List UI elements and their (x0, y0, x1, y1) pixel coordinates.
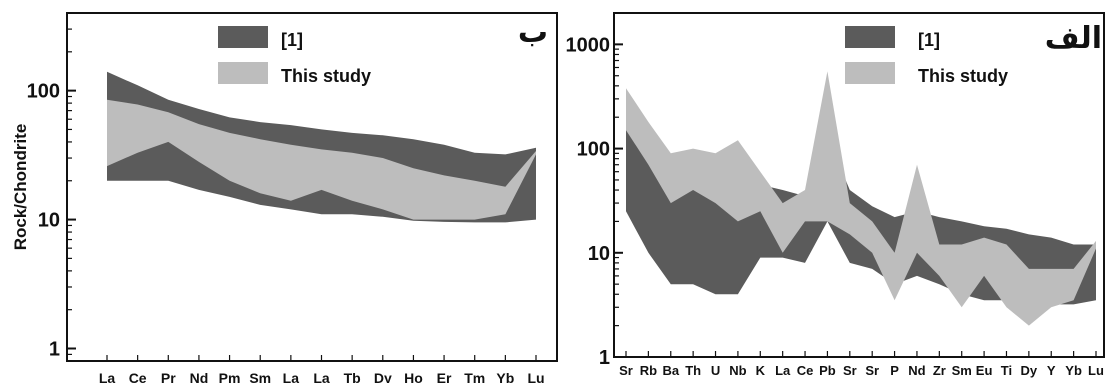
panel-right-spider-chart: 1 10 100 1000 Sr Rb Ba Th U Nb K La Ce Pb Sr Sr P Nd Zr Sm… (566, 12, 1105, 378)
legend-label-study: This study (281, 66, 371, 86)
y-tick-label: 100 (27, 81, 60, 103)
series-band-study (626, 71, 1096, 326)
x-tick-label: Nb (729, 363, 746, 378)
x-tick-label: Lu (527, 370, 544, 383)
x-tick-label: K (756, 363, 766, 378)
plot-frame (66, 12, 558, 362)
x-tick-label: Sm (952, 363, 972, 378)
x-ticks: La Ce Pr Nd Pm Sm La La Tb Dy Ho Er Tm Yb Lu (99, 355, 545, 383)
x-tick-label: Ho (404, 370, 423, 383)
x-tick-label: Tb (344, 370, 361, 383)
x-ticks: Sr Rb Ba Th U Nb K La Ce Pb Sr Sr P Nd Zr Sm Eu Ti Dy Y Yb Lu (619, 351, 1104, 378)
x-tick-label: La (99, 370, 116, 383)
panel-left-ree-chart: 1 10 100 La Ce Pr Nd Pm Sm La La Tb Dy Ho Er Tm Yb Lu Ro… (11, 12, 558, 383)
x-tick-label: Yb (1065, 363, 1082, 378)
x-tick-label: Rb (640, 363, 657, 378)
x-tick-label: Tm (464, 370, 485, 383)
x-tick-label: U (711, 363, 720, 378)
x-tick-label: Sr (865, 363, 879, 378)
legend-label-ref: [1] (281, 30, 303, 50)
x-tick-label: Dy (1021, 363, 1038, 378)
panel-title: ب (518, 15, 548, 50)
x-tick-label: La (313, 370, 330, 383)
x-tick-label: Pb (819, 363, 836, 378)
x-tick-label: Sr (843, 363, 857, 378)
y-tick-label: 1000 (566, 34, 611, 56)
x-tick-label: La (775, 363, 791, 378)
panel-title: الف (1045, 21, 1102, 56)
x-tick-label: Yb (496, 370, 514, 383)
legend-label-ref: [1] (918, 30, 940, 50)
legend-swatch-ref (845, 26, 895, 48)
plot-frame (613, 12, 1105, 358)
x-tick-label: Er (437, 370, 452, 383)
x-tick-label: Ba (662, 363, 679, 378)
x-tick-label: P (890, 363, 899, 378)
x-tick-label: Eu (976, 363, 993, 378)
plot-areas (107, 71, 536, 223)
y-tick-label: 10 (588, 243, 610, 265)
x-tick-label: Th (685, 363, 701, 378)
y-tick-label: 1 (49, 339, 60, 361)
x-tick-label: La (283, 370, 300, 383)
x-tick-label: Lu (1088, 363, 1104, 378)
legend: [1] This study (218, 26, 371, 86)
series-band-study (107, 99, 536, 220)
y-ticks: 1 10 100 (27, 12, 76, 362)
legend-swatch-study (218, 62, 268, 84)
plot-areas (626, 71, 1096, 326)
x-tick-label: Pm (219, 370, 241, 383)
x-tick-label: Pr (161, 370, 176, 383)
x-tick-label: Ce (129, 370, 147, 383)
y-axis-label: Rock/Chondrite (11, 124, 30, 251)
legend-label-study: This study (918, 66, 1008, 86)
legend: [1] This study (845, 26, 1008, 86)
y-tick-label: 100 (577, 139, 610, 161)
x-tick-label: Y (1047, 363, 1056, 378)
legend-swatch-study (845, 62, 895, 84)
legend-swatch-ref (218, 26, 268, 48)
y-tick-label: 1 (599, 347, 610, 369)
y-tick-label: 10 (38, 210, 60, 232)
x-tick-label: Nd (908, 363, 925, 378)
x-tick-label: Zr (933, 363, 946, 378)
x-tick-label: Sr (619, 363, 633, 378)
x-tick-label: Nd (190, 370, 209, 383)
x-tick-label: Dy (374, 370, 392, 383)
x-tick-label: Sm (249, 370, 271, 383)
x-tick-label: Ce (797, 363, 814, 378)
y-ticks: 1 10 100 1000 (566, 12, 623, 369)
x-tick-label: Ti (1001, 363, 1012, 378)
